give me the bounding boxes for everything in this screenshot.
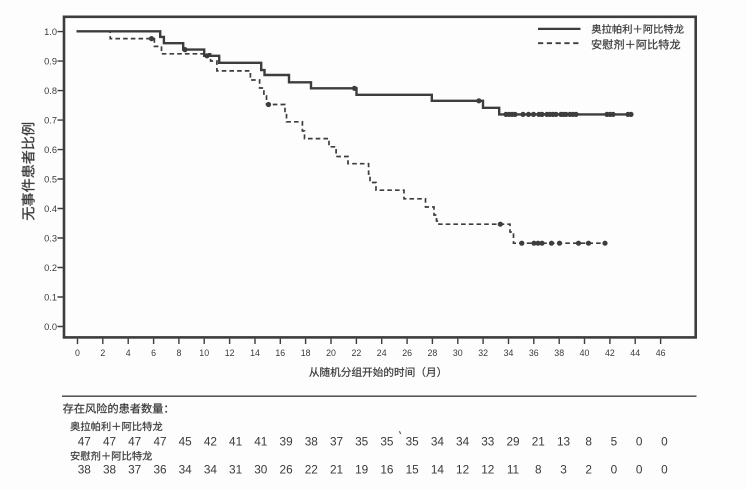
svg-text:26: 26 (402, 348, 412, 358)
svg-text:3: 3 (560, 462, 567, 476)
svg-text:16: 16 (380, 462, 394, 476)
svg-text:18: 18 (301, 348, 311, 358)
svg-text:0: 0 (611, 462, 618, 476)
svg-text:0.6: 0.6 (44, 145, 57, 155)
svg-text:40: 40 (580, 348, 590, 358)
svg-text:12: 12 (225, 348, 235, 358)
svg-text:32: 32 (478, 348, 488, 358)
svg-text:0: 0 (636, 434, 643, 448)
svg-text:22: 22 (305, 462, 318, 476)
svg-text:14: 14 (431, 462, 445, 476)
svg-text:35: 35 (406, 434, 420, 448)
svg-text:19: 19 (355, 462, 368, 476)
svg-text:20: 20 (326, 348, 336, 358)
svg-text:1.0: 1.0 (44, 27, 57, 37)
svg-text:12: 12 (456, 462, 469, 476)
svg-text:8: 8 (535, 462, 542, 476)
svg-text:5: 5 (611, 434, 618, 448)
svg-text:34: 34 (179, 462, 193, 476)
svg-text:2: 2 (100, 348, 105, 358)
svg-text:42: 42 (605, 348, 615, 358)
svg-text:21: 21 (532, 434, 545, 448)
svg-text:0: 0 (75, 348, 80, 358)
svg-text:42: 42 (204, 434, 217, 448)
svg-text:0.4: 0.4 (44, 204, 57, 214)
svg-text:8: 8 (585, 434, 592, 448)
svg-text:21: 21 (330, 462, 343, 476)
svg-text:28: 28 (428, 348, 438, 358)
svg-text:37: 37 (330, 434, 343, 448)
svg-text:29: 29 (506, 434, 519, 448)
svg-text:30: 30 (254, 462, 268, 476)
svg-text:35: 35 (380, 434, 394, 448)
svg-text:30: 30 (453, 348, 463, 358)
svg-text:46: 46 (656, 348, 666, 358)
svg-text:10: 10 (199, 348, 209, 358)
svg-text:0: 0 (661, 434, 668, 448)
svg-text:14: 14 (250, 348, 260, 358)
svg-text:26: 26 (280, 462, 294, 476)
svg-text:34: 34 (431, 434, 445, 448)
svg-text:31: 31 (229, 462, 242, 476)
svg-text:38: 38 (305, 434, 319, 448)
svg-text:2: 2 (585, 462, 592, 476)
svg-text:24: 24 (377, 348, 387, 358)
svg-text:0.5: 0.5 (44, 174, 57, 184)
svg-text:16: 16 (275, 348, 285, 358)
svg-text:45: 45 (179, 434, 193, 448)
svg-text:0.0: 0.0 (44, 322, 57, 332)
svg-text:47: 47 (78, 434, 91, 448)
svg-text:39: 39 (280, 434, 293, 448)
svg-text:37: 37 (128, 462, 141, 476)
svg-text:0.7: 0.7 (44, 115, 57, 125)
svg-text:41: 41 (229, 434, 242, 448)
svg-text:22: 22 (352, 348, 362, 358)
svg-text:47: 47 (103, 434, 116, 448)
svg-text:0.3: 0.3 (44, 233, 57, 243)
svg-text:0.1: 0.1 (44, 292, 57, 302)
svg-text:44: 44 (630, 348, 640, 358)
svg-text:0: 0 (636, 462, 643, 476)
svg-text:38: 38 (103, 462, 117, 476)
svg-text:38: 38 (78, 462, 92, 476)
svg-text:34: 34 (504, 348, 514, 358)
svg-text:4: 4 (126, 348, 131, 358)
svg-text:33: 33 (481, 434, 495, 448)
svg-text:38: 38 (554, 348, 564, 358)
svg-text:0.2: 0.2 (44, 263, 57, 273)
svg-text:34: 34 (456, 434, 470, 448)
svg-text:34: 34 (204, 462, 218, 476)
svg-text:36: 36 (153, 462, 167, 476)
svg-text:6: 6 (151, 348, 156, 358)
svg-text:11: 11 (507, 462, 519, 476)
svg-text:36: 36 (529, 348, 539, 358)
svg-text:13: 13 (557, 434, 571, 448)
svg-text:0: 0 (661, 462, 668, 476)
svg-text:0.8: 0.8 (44, 86, 57, 96)
svg-text:12: 12 (481, 462, 494, 476)
svg-text:35: 35 (355, 434, 369, 448)
svg-text:41: 41 (254, 434, 267, 448)
svg-text:47: 47 (153, 434, 166, 448)
svg-text:8: 8 (176, 348, 181, 358)
svg-text:0.9: 0.9 (44, 56, 57, 66)
svg-text:15: 15 (406, 462, 420, 476)
svg-text:47: 47 (128, 434, 141, 448)
